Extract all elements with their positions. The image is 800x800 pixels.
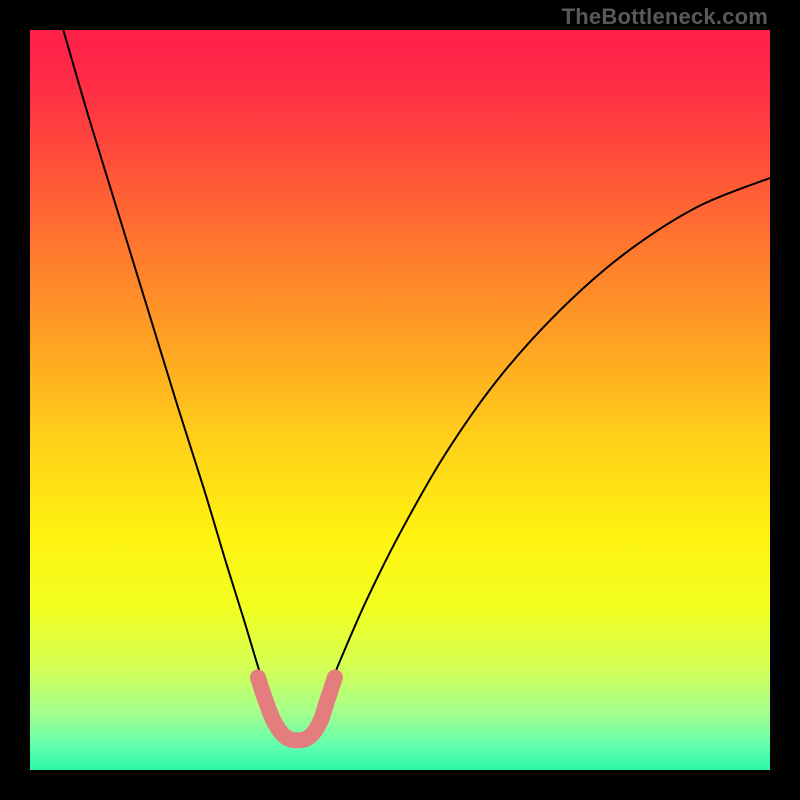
plot-area bbox=[30, 30, 770, 770]
gradient-background bbox=[30, 30, 770, 770]
watermark-text: TheBottleneck.com bbox=[562, 4, 768, 30]
plot-svg bbox=[30, 30, 770, 770]
chart-frame: TheBottleneck.com bbox=[0, 0, 800, 800]
